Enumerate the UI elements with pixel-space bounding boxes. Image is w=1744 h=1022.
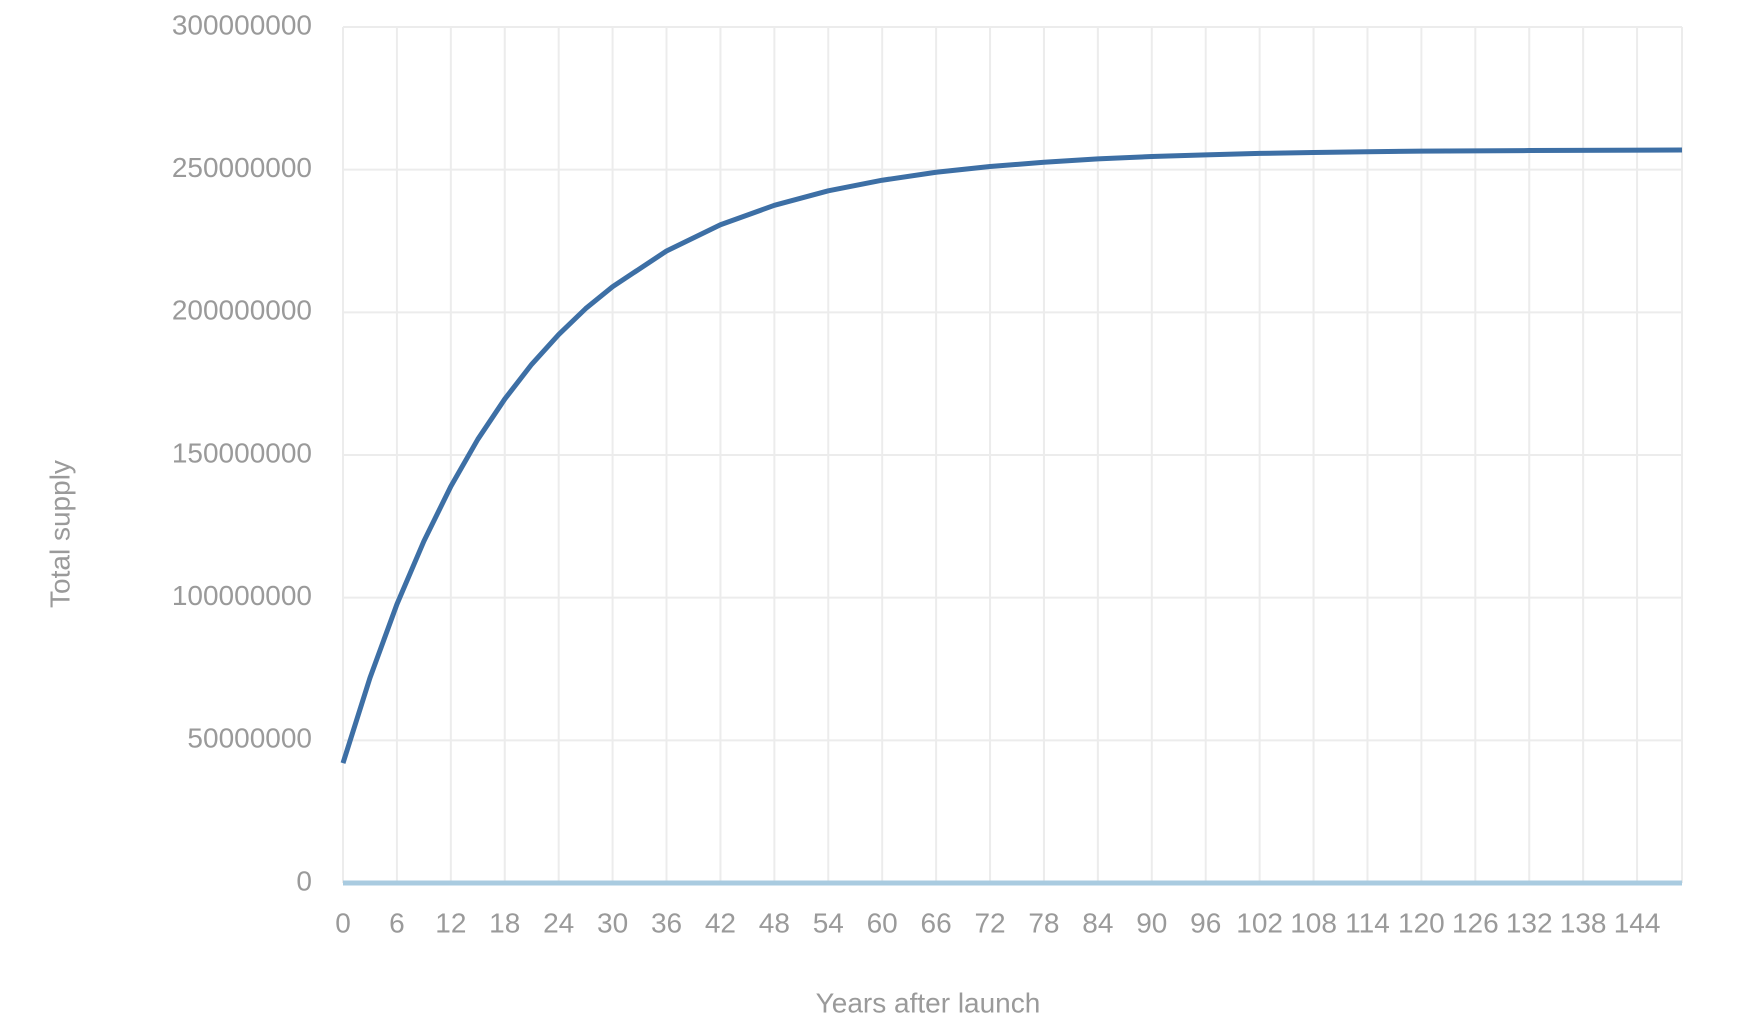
y-tick-label: 250000000 [172,152,312,183]
x-tick-label: 42 [705,907,736,938]
x-tick-label: 66 [921,907,952,938]
x-tick-label: 72 [974,907,1005,938]
y-axis-title: Total supply [44,460,75,608]
x-tick-label: 138 [1560,907,1607,938]
y-tick-label: 100000000 [172,580,312,611]
x-tick-label: 60 [867,907,898,938]
y-tick-label: 0 [296,865,312,896]
y-tick-label: 150000000 [172,437,312,468]
x-tick-label: 84 [1082,907,1113,938]
x-tick-label: 126 [1452,907,1499,938]
x-tick-label: 132 [1506,907,1553,938]
x-tick-label: 18 [489,907,520,938]
x-tick-label: 36 [651,907,682,938]
data-line [340,147,1683,764]
y-tick-label: 200000000 [172,295,312,326]
y-tick-label: 50000000 [187,723,312,754]
x-tick-label: 120 [1398,907,1445,938]
x-tick-label: 54 [813,907,844,938]
x-tick-label: 90 [1136,907,1167,938]
x-tick-label: 30 [597,907,628,938]
x-tick-label: 78 [1028,907,1059,938]
x-tick-label: 114 [1345,907,1390,938]
x-tick-label: 48 [759,907,790,938]
x-tick-label: 144 [1614,907,1661,938]
x-tick-label: 96 [1190,907,1221,938]
x-tick-label: 108 [1290,907,1337,938]
x-tick-label: 12 [435,907,466,938]
x-axis-title: Years after launch [816,987,1041,1018]
x-tick-label: 24 [543,907,574,938]
x-tick-label: 102 [1236,907,1283,938]
y-tick-label: 300000000 [172,9,312,40]
x-tick-label: 0 [335,907,351,938]
x-tick-label: 6 [389,907,405,938]
